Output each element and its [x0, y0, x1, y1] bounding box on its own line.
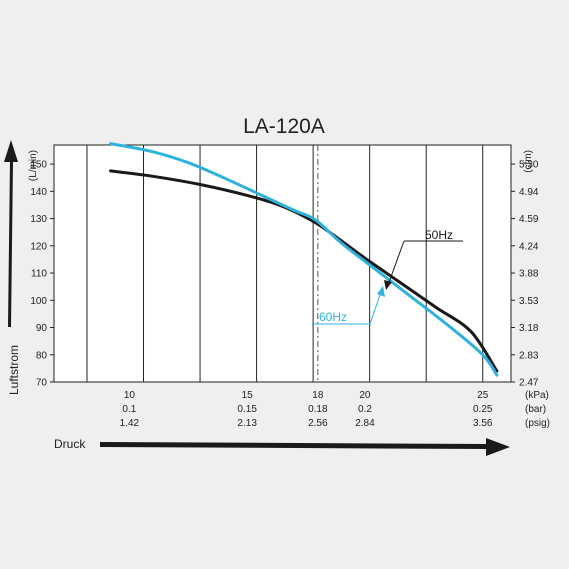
y-tick-label-left: 120 — [30, 241, 47, 252]
x-tick-label-psig: 2.56 — [308, 418, 328, 429]
y-tick-label-right: 2.83 — [519, 350, 539, 361]
y-axis-arrow-shaft — [8, 160, 13, 327]
left-unit-label: (L/min) — [28, 150, 39, 181]
chart-title: LA-120A — [243, 115, 325, 138]
y-tick-label-right: 4.24 — [519, 241, 539, 252]
x-unit-kpa: (kPa) — [525, 390, 549, 401]
x-tick-label-psig: 2.13 — [237, 418, 257, 429]
y-tick-label-right: 5.30 — [519, 160, 539, 171]
x-tick-label-kpa: 10 — [124, 390, 136, 401]
y-tick-label-left: 70 — [36, 378, 48, 389]
x-tick-label-bar: 0.1 — [122, 404, 136, 415]
x-tick-label-kpa: 15 — [242, 390, 254, 401]
annotation-60hz-leader — [369, 291, 382, 325]
plot-area — [53, 144, 512, 383]
y-tick-label-left: 110 — [31, 269, 47, 280]
x-unit-psig: (psig) — [525, 418, 550, 429]
y-tick-label-left: 130 — [30, 214, 47, 225]
x-tick-label-kpa: 20 — [359, 390, 371, 401]
x-tick-label-bar: 0.2 — [358, 404, 372, 415]
y-tick-label-left: 140 — [30, 187, 47, 198]
annotation-60hz-arrowhead — [377, 286, 385, 297]
y-tick-label-right: 2.47 — [519, 378, 539, 389]
y-axis-arrow-head — [4, 140, 18, 162]
x-axis-ticks: 10 0.1 1.42 15 0.15 2.13 18 0.18 2.56 20 0.2 2.84 25… — [120, 390, 493, 429]
annotation-50hz-label: 50Hz — [425, 228, 453, 242]
series-layer — [109, 142, 499, 377]
y-tick-label-right: 3.53 — [519, 296, 539, 307]
y-axis-label: Luftstrom — [7, 345, 21, 395]
x-tick-label-bar: 0.25 — [473, 404, 493, 415]
x-tick-label-psig: 2.84 — [355, 418, 375, 429]
x-unit-bar: (bar) — [525, 404, 546, 415]
annotation-60hz-label: 60Hz — [319, 310, 347, 324]
x-axis-arrow-shaft — [100, 442, 488, 449]
y-tick-label-left: 90 — [36, 323, 48, 334]
x-axis-arrow-head — [486, 438, 510, 456]
series-60hz-line — [109, 142, 499, 377]
y-tick-label-left: 150 — [30, 160, 47, 171]
annotation-50hz-arrowhead — [384, 280, 392, 290]
x-tick-label-kpa: 18 — [312, 390, 324, 401]
x-axis-label: Druck — [54, 437, 86, 451]
x-tick-label-psig: 3.56 — [473, 418, 493, 429]
y-tick-label-right: 3.18 — [519, 323, 539, 334]
x-tick-label-kpa: 25 — [477, 390, 489, 401]
y-axis-left-ticks: 70 80 90 100 110 120 130 140 150 — [30, 160, 515, 389]
x-tick-label-bar: 0.15 — [237, 404, 257, 415]
annotation-60hz: 60Hz — [312, 286, 385, 325]
y-tick-label-left: 80 — [36, 350, 48, 361]
y-tick-label-right: 4.94 — [519, 187, 539, 198]
x-tick-label-psig: 1.42 — [120, 418, 140, 429]
y-tick-label-right: 3.88 — [519, 269, 539, 280]
y-tick-label-right: 4.59 — [519, 214, 539, 225]
y-axis-arrow — [4, 140, 18, 327]
x-axis-arrow — [100, 438, 510, 456]
right-unit-label: (cfm) — [523, 150, 534, 173]
y-axis-right-ticks: 2.47 2.83 3.18 3.53 3.88 4.24 4.59 4.94 5.30 — [519, 160, 539, 389]
x-tick-label-bar: 0.18 — [308, 404, 328, 415]
y-tick-label-left: 100 — [30, 296, 47, 307]
annotation-50hz-leader — [387, 240, 405, 286]
annotation-50hz: 50Hz — [384, 228, 463, 290]
